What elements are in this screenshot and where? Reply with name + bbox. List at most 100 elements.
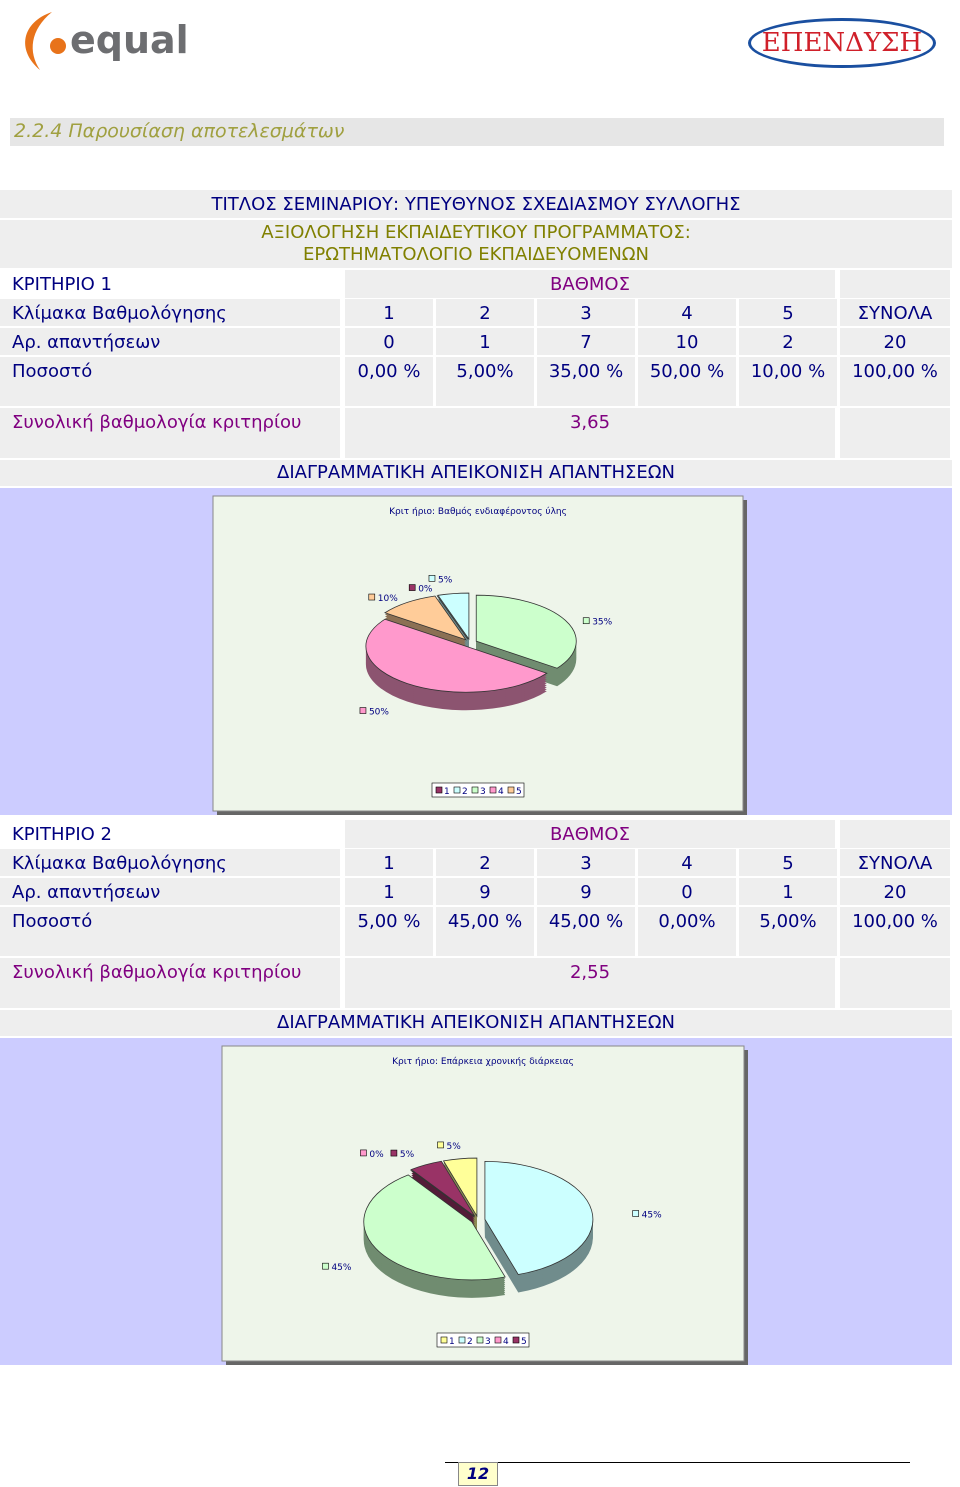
slice-label: 5%: [400, 1150, 415, 1160]
programme-title-line: ΕΡΩΤΗΜΑΤΟΛΟΓΙΟ ΕΚΠΑΙΔΕΥΟΜΕΝΩΝ: [303, 244, 649, 265]
cell-value: 3: [537, 849, 635, 876]
cell-value: 100,00 %: [840, 907, 950, 956]
chart-area: Κριτ ήριο: Επάρκεια χρονικής διάρκειας 5%…: [0, 1038, 952, 1365]
label-key: [408, 584, 416, 591]
slice: [475, 594, 577, 669]
cell-value: 0: [638, 878, 736, 905]
cell-value: 50,00 %: [638, 357, 736, 406]
cell-value: ΣΥΝΟΛΑ: [840, 849, 950, 876]
cell-value: 5,00 %: [345, 907, 433, 956]
logo-left-text: equal: [70, 18, 189, 62]
legend-label: 4: [498, 787, 504, 797]
label-key: [632, 1210, 639, 1217]
legend-label: 2: [462, 787, 468, 797]
label-key: [368, 593, 376, 601]
slice: [363, 1174, 506, 1281]
cell-value: 1: [345, 849, 433, 876]
cell-value: 45,00 %: [436, 907, 534, 956]
cell-value: 0: [345, 328, 433, 355]
grade-header: ΒΑΘΜΟΣ: [345, 820, 835, 848]
programme-title-line: ΑΞΙΟΛΟΓΗΣΗ ΕΚΠΑΙΔΕΥΤΙΚΟΥ ΠΡΟΓΡΑΜΜΑΤΟΣ:: [261, 222, 691, 243]
slice-label: 0%: [369, 1150, 384, 1160]
page-number: 12: [458, 1462, 498, 1486]
cell-empty: [840, 408, 950, 458]
label-key: [360, 1149, 367, 1157]
cell-value: 1: [739, 878, 837, 905]
row-label: Ποσοστό: [0, 357, 340, 406]
slice-label: 50%: [369, 708, 389, 718]
slice: [442, 1157, 478, 1218]
legend-label: 5: [521, 1337, 527, 1347]
slice: [484, 1160, 594, 1275]
legend-label: 4: [503, 1337, 509, 1347]
legend-label: 3: [480, 787, 486, 797]
slice: [365, 618, 548, 693]
legend-key: [507, 786, 515, 794]
legend-label: 1: [449, 1337, 455, 1347]
cell-value: 5,00%: [739, 907, 837, 956]
label-key: [428, 575, 436, 582]
legend-label: 3: [485, 1337, 491, 1347]
cell-value: 2: [436, 849, 534, 876]
label-key: [582, 617, 590, 625]
cell-value: 0,00 %: [345, 357, 433, 406]
legend-key: [458, 1336, 466, 1344]
slice-label: 35%: [592, 618, 612, 628]
legend-label: 2: [467, 1337, 473, 1347]
cell-value: 100,00 %: [840, 357, 950, 406]
legend-key: [512, 1336, 520, 1344]
row-label: Ποσοστό: [0, 907, 340, 956]
cell-value: 4: [638, 299, 736, 326]
slice: [384, 595, 467, 641]
cell-value: 35,00 %: [537, 357, 635, 406]
slice-label: 0%: [418, 585, 433, 595]
slice-label: 5%: [438, 575, 453, 585]
legend-key: [453, 786, 461, 794]
logo-right: ΕΠΕΝΔΥΣΗ: [748, 18, 936, 68]
cell-value: 5: [739, 299, 837, 326]
cell-value: ΣΥΝΟΛΑ: [840, 299, 950, 326]
cell-value: 3: [537, 299, 635, 326]
chart-box: [221, 1045, 745, 1362]
legend-key: [494, 1336, 502, 1344]
cell-value: 1: [345, 878, 433, 905]
cell-empty: [840, 958, 950, 1008]
footer-rule: [445, 1462, 910, 1463]
chart-title: Κριτ ήριο: Επάρκεια χρονικής διάρκειας: [392, 1057, 574, 1067]
diagram-heading: ΔΙΑΓΡΑΜΜΑΤΙΚΗ ΑΠΕΙΚΟΝΙΣΗ ΑΠΑΝΤΗΣΕΩΝ: [0, 460, 952, 486]
section-title: 2.2.4 Παρουσίαση αποτελεσμάτων: [10, 118, 944, 146]
cell-value: 2: [739, 328, 837, 355]
slice-label: 45%: [642, 1210, 662, 1220]
row-label: Αρ. απαντήσεων: [0, 328, 340, 355]
cell-value: 0,00%: [638, 907, 736, 956]
total-value: 2,55: [345, 958, 835, 1008]
legend-key: [435, 786, 443, 794]
total-label: Συνολική βαθμολογία κριτηρίου: [0, 408, 340, 458]
cell-value: 5: [739, 849, 837, 876]
cell-value: 45,00 %: [537, 907, 635, 956]
label-key: [390, 1149, 398, 1157]
grade-header: ΒΑΘΜΟΣ: [345, 270, 835, 298]
total-value: 3,65: [345, 408, 835, 458]
cell-value: 10: [638, 328, 736, 355]
cell-value: 7: [537, 328, 635, 355]
criterion-name: ΚΡΙΤΗΡΙΟ 1: [0, 270, 340, 298]
pie-chart: Κριτ ήριο: Βαθμός ενδιαφέροντος ύλης 0% 5%…: [212, 495, 747, 815]
cell-empty: [840, 820, 950, 848]
slice: [437, 592, 470, 641]
legend-key: [489, 786, 497, 794]
slice-label: 5%: [447, 1142, 462, 1152]
legend-key: [440, 1336, 448, 1344]
cell-value: 5,00%: [436, 357, 534, 406]
row-label: Κλίμακα Βαθμολόγησης: [0, 849, 340, 876]
label-key: [322, 1262, 329, 1270]
cell-value: 9: [537, 878, 635, 905]
slice-label: 45%: [331, 1263, 351, 1273]
logo-left-graphic: [25, 12, 66, 70]
row-label: Κλίμακα Βαθμολόγησης: [0, 299, 340, 326]
diagram-heading: ΔΙΑΓΡΑΜΜΑΤΙΚΗ ΑΠΕΙΚΟΝΙΣΗ ΑΠΑΝΤΗΣΕΩΝ: [0, 1010, 952, 1036]
slice: [410, 1169, 475, 1218]
chart-title: Κριτ ήριο: Βαθμός ενδιαφέροντος ύλης: [389, 506, 567, 517]
cell-value: 2: [436, 299, 534, 326]
